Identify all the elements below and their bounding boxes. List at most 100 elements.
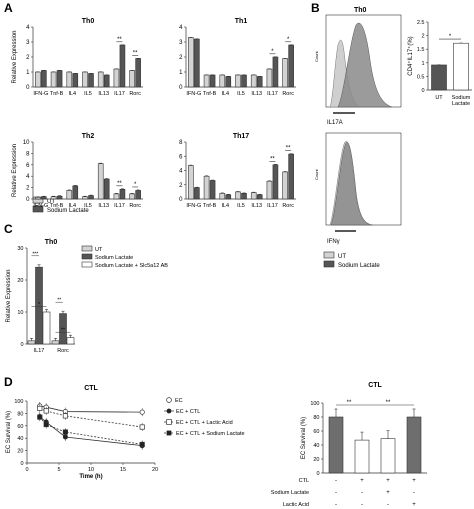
th0-cat-label-5: IL17 (114, 91, 125, 97)
pct-cat-label-1-0: Sodium (452, 95, 471, 101)
th2-cat-label-2: IL4 (68, 203, 76, 209)
ctl-bar-sig-1: ** (386, 400, 391, 406)
th17-cat-label-3: IL5 (237, 203, 245, 209)
pct-bar-0-0 (431, 64, 447, 91)
th1-cat-label-6: Rorc (282, 91, 294, 97)
ctl-line-xlabel: Time (h) (79, 474, 102, 480)
legend-marker-sl (166, 430, 172, 436)
pct-ytick-label-3: 1.5 (417, 47, 425, 53)
th0-cat-label-6: Rorc (129, 91, 141, 97)
panel-label-b: B (311, 1, 320, 15)
pct-ylabel: CD4⁺IL17⁺(%) (407, 36, 414, 75)
th0c-sig-3: ** (61, 328, 65, 334)
ctl-point-3-1 (43, 422, 49, 428)
legend-swatch-ut-c (81, 245, 93, 252)
ctl-bar-sig-0: ** (347, 400, 352, 406)
ctl-series-line-1 (39, 416, 143, 447)
th2-bar-0-1 (41, 196, 47, 200)
th2-bar-1-0 (50, 196, 57, 200)
th2-ytick-label-2: 4 (26, 174, 30, 180)
th1-bar-1-1 (209, 74, 216, 88)
ctl-bar-ytick-label-5: 100 (310, 401, 319, 407)
th1-bar-6-0 (282, 58, 288, 88)
table-cell-0-3: + (412, 478, 416, 484)
ctl-bar-bar-2-0 (380, 438, 396, 474)
th0-bar-0-1 (41, 70, 47, 88)
ctl-bar-chart: 0 20 40 60 80 100 CTL EC Survival (%) ** ** (301, 382, 427, 477)
th17-bar-3-0 (235, 191, 241, 200)
th0c-ytick-label-3: 30 (17, 246, 23, 252)
th2-bar-0-0 (35, 196, 41, 200)
ctl-point-2-1 (43, 408, 49, 414)
pct-ytick-label-0: 0 (421, 88, 424, 94)
legend-swatch-ab-c (81, 261, 93, 268)
ctl-bar-ytick-label-1: 20 (313, 457, 319, 463)
th0-bar-1-1 (56, 70, 63, 88)
th0c-bar-1-2 (66, 337, 75, 345)
th17-bar-2-1 (225, 194, 232, 200)
legend-swatch-lactate-c (81, 253, 93, 260)
ctl-point-2-0 (37, 405, 43, 411)
ctl-series-line-0 (39, 405, 143, 413)
legend-swatch-lactate (32, 205, 44, 213)
legend-marker-ctl (166, 408, 172, 414)
ctl-line-ytick-label-2: 40 (17, 436, 23, 442)
th2-bar-5-1 (119, 189, 126, 200)
flow-hist-lactate-top (337, 23, 393, 108)
th2-ytick-label-1: 2 (26, 186, 30, 192)
th1-cat-label-0: IFN-G (186, 91, 201, 97)
legend-label-lactate-b: Sodium Lactate (338, 263, 380, 269)
th1-cat-label-5: IL17 (267, 91, 278, 97)
flow-xlabel-top: IL17A (327, 120, 343, 126)
th1-cat-label-3: IL5 (237, 91, 245, 97)
th17-bar-4-1 (256, 194, 263, 200)
table-cell-2-3: + (412, 502, 416, 508)
th1-bar-0-1 (194, 38, 200, 88)
pct-cat-label-0: UT (435, 95, 443, 101)
th0c-bar-0-2 (42, 311, 51, 345)
table-cell-1-1: - (361, 490, 363, 496)
legend-label-ut-c: UT (95, 247, 103, 253)
th0-bar-5-0 (113, 68, 120, 88)
th1-ytick-label-1: 1 (179, 70, 183, 76)
th2-sig-0: ** (117, 181, 122, 187)
ctl-line-xtick-label-1: 5 (57, 467, 60, 473)
th17-cat-label-0: IFN-G (186, 203, 201, 209)
th0-bar-2-0 (66, 71, 73, 88)
th17-bar-6-1 (288, 153, 294, 200)
ctl-line-xtick-label-4: 20 (152, 467, 158, 473)
ctl-line-ylabel: EC Survival (%) (6, 411, 12, 453)
th0c-ytick-label-0: 0 (20, 342, 23, 348)
th17-sig-0: ** (270, 156, 275, 162)
th1-bar-6-1 (288, 44, 294, 88)
th17-bar-2-0 (219, 193, 226, 200)
th2-bar-6-0 (129, 193, 135, 200)
legend-label-sl: EC + CTL + Sodium Lactate (176, 431, 245, 437)
legend-label-la: EC + CTL + Lactic Acid (176, 420, 233, 426)
legend-marker-la (166, 419, 172, 425)
th1-bar-2-0 (219, 74, 226, 88)
panel-label-c: C (4, 222, 13, 236)
table-cell-2-1: - (361, 502, 363, 508)
th2-bar-6-1 (135, 190, 141, 200)
th1-bar-1-0 (203, 74, 210, 88)
th0-bar-2-1 (72, 73, 79, 88)
th17-bar-0-1 (194, 187, 200, 200)
th2-title: Th2 (82, 133, 95, 140)
pct-ytick-label-2: 1 (421, 61, 424, 67)
table-row-label-lactic: Lactic Acid (283, 502, 309, 508)
th2-cat-label-5: IL17 (114, 203, 125, 209)
flow-ylabel-top: Count (314, 50, 319, 62)
th17-cat-label-5: IL17 (267, 203, 278, 209)
th0-bar-4-1 (103, 74, 110, 88)
th17-ytick-label-2: 4 (179, 169, 183, 175)
th2-bar-3-0 (82, 196, 88, 200)
th1-ytick-label-3: 3 (179, 40, 183, 46)
th1-bar-2-1 (225, 76, 232, 88)
th0c-ytick-label-1: 10 (17, 310, 23, 316)
th2-bar-3-1 (88, 195, 94, 200)
flow-ylabel-bottom: Count (314, 168, 319, 180)
legend-label-ec: EC (175, 398, 183, 404)
th1-bar-4-1 (256, 76, 263, 88)
